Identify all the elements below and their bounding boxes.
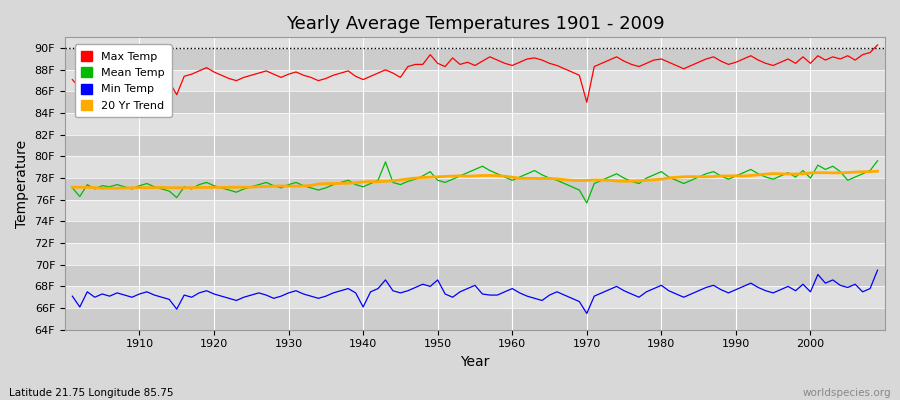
- Text: Latitude 21.75 Longitude 85.75: Latitude 21.75 Longitude 85.75: [9, 388, 174, 398]
- Bar: [65, 48, 885, 70]
- Bar: [65, 113, 885, 135]
- Bar: [65, 222, 885, 243]
- Y-axis label: Temperature: Temperature: [15, 140, 29, 228]
- Bar: [65, 178, 885, 200]
- Legend: Max Temp, Mean Temp, Min Temp, 20 Yr Trend: Max Temp, Mean Temp, Min Temp, 20 Yr Tre…: [75, 44, 172, 118]
- Bar: [65, 70, 885, 92]
- Bar: [65, 286, 885, 308]
- Bar: [65, 200, 885, 222]
- X-axis label: Year: Year: [460, 355, 490, 369]
- Bar: [65, 92, 885, 113]
- Bar: [65, 135, 885, 156]
- Bar: [65, 265, 885, 286]
- Bar: [65, 156, 885, 178]
- Text: worldspecies.org: worldspecies.org: [803, 388, 891, 398]
- Bar: [65, 243, 885, 265]
- Bar: [65, 308, 885, 330]
- Title: Yearly Average Temperatures 1901 - 2009: Yearly Average Temperatures 1901 - 2009: [285, 15, 664, 33]
